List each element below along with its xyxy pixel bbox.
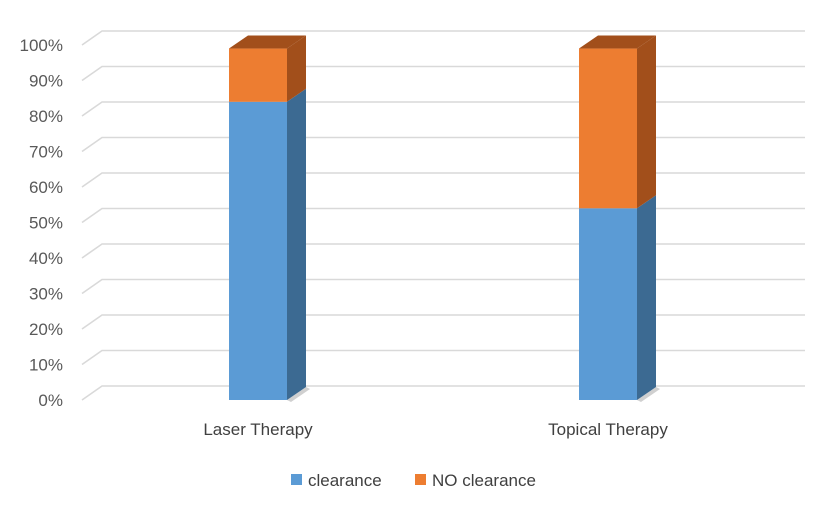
y-tick-label: 40% bbox=[29, 249, 63, 268]
bar-top-face bbox=[579, 35, 656, 49]
gridline bbox=[81, 101, 805, 117]
y-axis-ticks: 0% 10% 20% 30% 40% 50% 60% 70% 80% 90% 100% bbox=[20, 36, 63, 410]
gridline bbox=[81, 30, 805, 46]
legend-label: clearance bbox=[308, 471, 382, 490]
bar-side-face bbox=[287, 35, 306, 102]
bar-shadow bbox=[287, 387, 310, 402]
gridlines bbox=[81, 30, 805, 401]
gridline bbox=[81, 65, 805, 82]
bar-side-face bbox=[637, 195, 656, 400]
gridline bbox=[81, 278, 805, 295]
y-tick-label: 0% bbox=[38, 391, 63, 410]
bar-top-face bbox=[229, 35, 306, 49]
bar-segment-no-clearance bbox=[579, 48, 637, 209]
y-tick-label: 70% bbox=[29, 143, 63, 162]
y-tick-label: 50% bbox=[29, 214, 63, 233]
y-tick-label: 10% bbox=[29, 356, 63, 375]
legend-swatch bbox=[415, 474, 426, 485]
gridline bbox=[81, 243, 805, 259]
y-tick-label: 100% bbox=[20, 36, 63, 55]
bar-segment-clearance bbox=[579, 208, 637, 400]
gridline bbox=[81, 207, 805, 224]
x-axis-categories: Laser Therapy Topical Therapy bbox=[203, 420, 668, 439]
legend-swatch bbox=[291, 474, 302, 485]
bar-segment-clearance bbox=[229, 101, 287, 401]
bars bbox=[229, 35, 660, 402]
bar-side-face bbox=[287, 88, 306, 401]
y-tick-label: 20% bbox=[29, 320, 63, 339]
gridline bbox=[81, 314, 805, 330]
gridline bbox=[81, 172, 805, 188]
x-category-label: Topical Therapy bbox=[548, 420, 668, 439]
y-tick-label: 30% bbox=[29, 285, 63, 304]
y-tick-label: 90% bbox=[29, 72, 63, 91]
gridline bbox=[81, 385, 805, 401]
legend-label: NO clearance bbox=[432, 471, 536, 490]
bar-side-face bbox=[637, 35, 656, 209]
bar-shadow bbox=[637, 387, 660, 402]
gridline bbox=[81, 349, 805, 366]
y-tick-label: 80% bbox=[29, 107, 63, 126]
x-category-label: Laser Therapy bbox=[203, 420, 313, 439]
bar-segment-no-clearance bbox=[229, 48, 287, 102]
legend: clearance NO clearance bbox=[291, 471, 536, 490]
gridline bbox=[81, 136, 805, 153]
y-tick-label: 60% bbox=[29, 178, 63, 197]
